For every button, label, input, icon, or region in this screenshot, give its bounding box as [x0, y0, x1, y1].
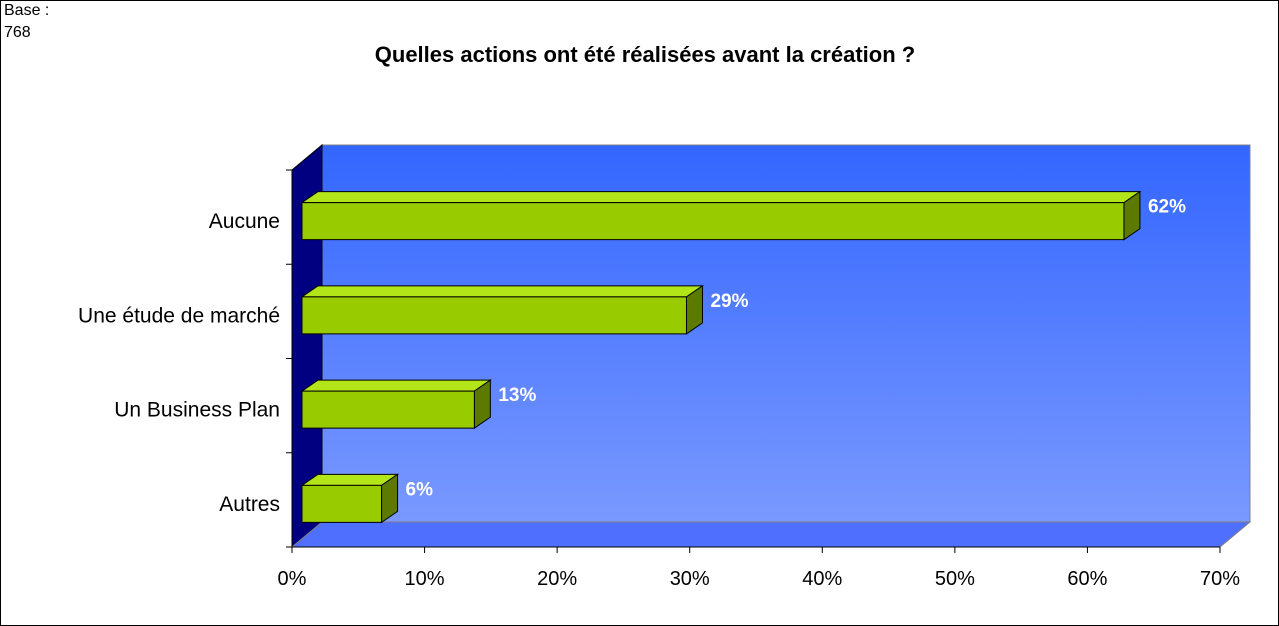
x-tick-label: 60% — [1067, 568, 1107, 590]
chart-title: Quelles actions ont été réalisées avant … — [374, 42, 916, 67]
base-value: 768 — [4, 24, 31, 41]
x-tick-label: 40% — [802, 568, 842, 590]
x-tick-label: 50% — [935, 568, 975, 590]
x-tick-label: 10% — [405, 568, 445, 590]
bar-top-face — [300, 285, 705, 298]
bar — [301, 296, 687, 335]
x-tick-label: 20% — [537, 568, 577, 590]
base-label: Base : — [4, 2, 50, 19]
category-label: Autres — [219, 493, 280, 516]
x-tick-label: 0% — [278, 568, 307, 590]
data-label: 6% — [406, 479, 434, 500]
bar-top-face — [300, 379, 492, 392]
x-tick-label: 70% — [1200, 568, 1240, 590]
bar — [301, 202, 1125, 241]
data-label: 29% — [710, 291, 748, 312]
x-tick-label: 30% — [670, 568, 710, 590]
bar-top-face — [300, 191, 1142, 204]
data-label: 62% — [1148, 197, 1186, 218]
category-label: Un Business Plan — [114, 399, 280, 422]
data-label: 13% — [498, 385, 536, 406]
plot-floor — [290, 521, 1252, 548]
category-label: Une étude de marché — [78, 304, 280, 327]
bar — [301, 484, 383, 523]
bar — [301, 390, 475, 429]
category-label: Aucune — [209, 210, 280, 233]
